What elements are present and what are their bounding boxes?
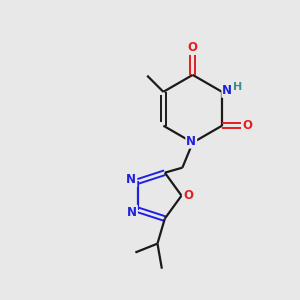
Text: N: N (127, 206, 137, 219)
Text: O: O (243, 119, 253, 132)
Text: O: O (183, 189, 193, 202)
Text: N: N (222, 84, 232, 97)
Text: N: N (126, 173, 136, 187)
Text: O: O (188, 41, 198, 54)
Text: N: N (186, 135, 196, 148)
Text: H: H (233, 82, 242, 92)
